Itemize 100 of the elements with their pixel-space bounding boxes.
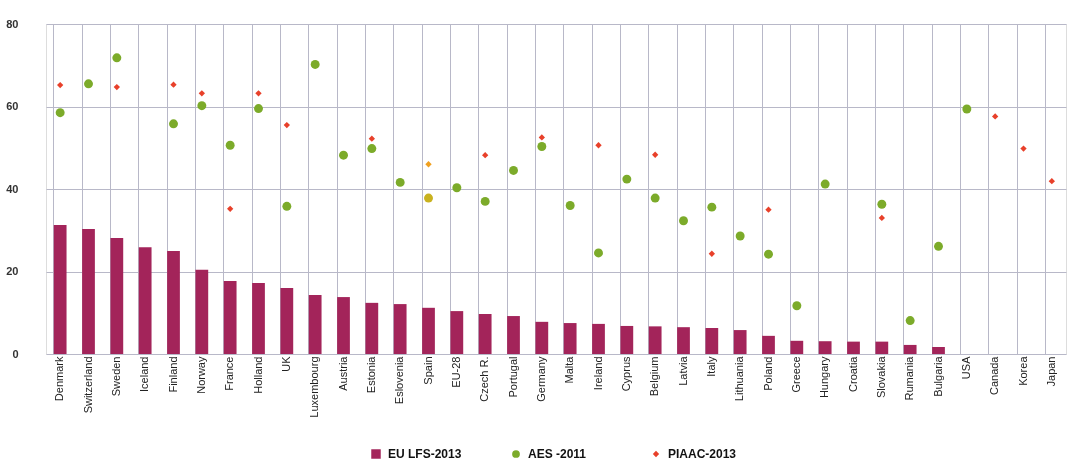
x-tick-label: Sweden <box>109 356 122 397</box>
x-tick-label: Greece <box>789 356 802 393</box>
bar <box>847 341 860 354</box>
point <box>225 140 235 150</box>
bar <box>308 295 322 354</box>
bar <box>365 302 379 354</box>
point <box>84 79 93 89</box>
bar <box>507 316 520 354</box>
bar <box>818 341 832 354</box>
bar <box>167 250 180 354</box>
legend-label: AES -2011 <box>528 447 587 461</box>
x-tick-label: Slovakia <box>874 355 887 399</box>
point <box>113 83 120 91</box>
x-tick-label: France <box>223 356 236 391</box>
bar <box>53 224 67 354</box>
bar <box>903 344 917 354</box>
bar <box>592 323 605 354</box>
legend-label: PIAAC-2013 <box>668 447 737 461</box>
x-tick-label: Norway <box>194 356 207 394</box>
point <box>820 179 830 189</box>
x-tick-label: Croatia <box>846 355 859 392</box>
point <box>197 101 207 111</box>
bar <box>280 288 294 354</box>
legend-label: EU LFS-2013 <box>388 447 462 461</box>
x-tick-label: Canada <box>988 355 1001 396</box>
y-tick-label: 0 <box>12 347 19 360</box>
x-tick-label: Denmark <box>53 356 66 402</box>
bar <box>620 325 634 354</box>
bar <box>932 346 945 354</box>
bar <box>138 247 152 354</box>
point <box>735 231 745 241</box>
point <box>708 250 715 257</box>
point <box>652 151 659 158</box>
point <box>480 196 490 206</box>
bar <box>677 327 690 354</box>
point <box>764 249 773 259</box>
point <box>368 135 375 142</box>
bar <box>733 330 747 354</box>
x-tick-label: Austria <box>336 355 349 391</box>
point <box>310 59 320 69</box>
point <box>55 108 65 118</box>
point <box>367 144 377 154</box>
bar <box>705 328 719 354</box>
x-tick-label: EU-28 <box>449 356 462 388</box>
point <box>339 150 348 160</box>
point <box>1048 178 1055 185</box>
x-tick-label: Ireland <box>591 356 604 391</box>
point <box>679 216 688 226</box>
y-tick-label: 40 <box>6 182 19 195</box>
point <box>425 161 432 168</box>
point <box>424 193 433 203</box>
bar <box>450 311 464 354</box>
point <box>792 301 802 311</box>
x-tick-label: USA <box>959 355 972 380</box>
x-tick-label: Bulgaria <box>931 355 944 397</box>
x-tick-label: Czech R. <box>478 356 491 402</box>
point <box>877 199 887 209</box>
bar <box>535 321 549 354</box>
x-tick-label: Finland <box>166 356 179 393</box>
y-tick-label: 20 <box>6 265 19 277</box>
x-tick-label: Lithuania <box>733 355 746 402</box>
x-tick-label: Italy <box>704 356 717 377</box>
x-tick-label: Spain <box>421 356 434 385</box>
point <box>169 119 178 129</box>
bar <box>337 297 350 354</box>
point <box>765 206 772 213</box>
point <box>170 81 177 88</box>
point <box>395 177 405 187</box>
x-tick-label: Germany <box>534 356 547 402</box>
point <box>537 142 547 151</box>
x-tick-label: Estonia <box>364 355 377 394</box>
x-tick-label: Japan <box>1044 356 1057 387</box>
bar <box>422 307 435 354</box>
bar <box>875 341 889 354</box>
x-tick-label: Rumania <box>903 355 916 401</box>
point <box>538 134 545 141</box>
x-tick-label: Cyprus <box>619 356 632 392</box>
point <box>57 81 64 89</box>
y-tick-label: 60 <box>6 100 19 112</box>
point <box>283 121 290 129</box>
point <box>622 174 632 184</box>
x-tick-label: Holland <box>251 356 264 394</box>
y-tick-label: 80 <box>6 17 19 30</box>
x-tick-label: Hungary <box>818 356 831 399</box>
point <box>595 142 602 149</box>
bar <box>790 340 804 354</box>
bar <box>393 304 407 354</box>
point <box>282 201 292 211</box>
point <box>227 205 234 212</box>
x-tick-label: Switzerland <box>81 356 94 414</box>
bar <box>252 283 265 354</box>
point <box>452 183 462 193</box>
bar <box>195 269 209 354</box>
bar <box>648 326 662 354</box>
x-tick-label: Luxembourg <box>308 356 321 418</box>
point <box>255 90 262 97</box>
x-tick-label: Iceland <box>138 356 151 392</box>
x-tick-label: Latvia <box>676 355 689 386</box>
bar <box>478 313 492 354</box>
point <box>878 214 885 222</box>
